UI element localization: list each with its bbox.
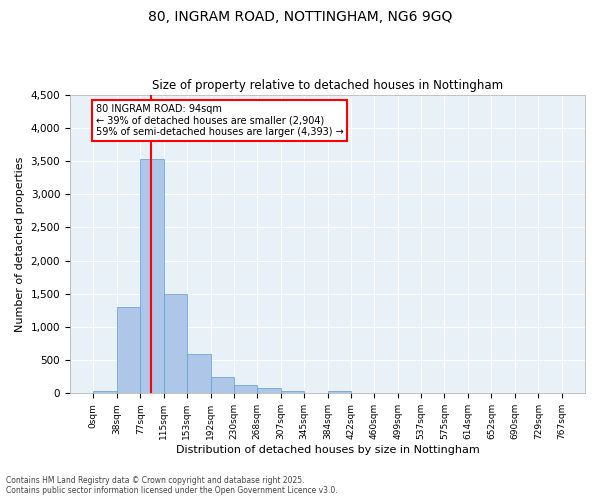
Text: 80, INGRAM ROAD, NOTTINGHAM, NG6 9GQ: 80, INGRAM ROAD, NOTTINGHAM, NG6 9GQ <box>148 10 452 24</box>
X-axis label: Distribution of detached houses by size in Nottingham: Distribution of detached houses by size … <box>176 445 479 455</box>
Bar <box>234 384 257 394</box>
Y-axis label: Number of detached properties: Number of detached properties <box>15 156 25 332</box>
Bar <box>140 159 164 394</box>
Bar <box>164 294 187 394</box>
Bar <box>116 307 140 394</box>
Title: Size of property relative to detached houses in Nottingham: Size of property relative to detached ho… <box>152 79 503 92</box>
Bar <box>304 392 328 394</box>
Bar <box>211 376 234 394</box>
Bar <box>281 392 304 394</box>
Bar <box>328 390 351 394</box>
Bar <box>187 354 211 394</box>
Bar <box>94 392 116 394</box>
Text: Contains HM Land Registry data © Crown copyright and database right 2025.
Contai: Contains HM Land Registry data © Crown c… <box>6 476 338 495</box>
Text: 80 INGRAM ROAD: 94sqm
← 39% of detached houses are smaller (2,904)
59% of semi-d: 80 INGRAM ROAD: 94sqm ← 39% of detached … <box>95 104 343 136</box>
Bar <box>257 388 281 394</box>
